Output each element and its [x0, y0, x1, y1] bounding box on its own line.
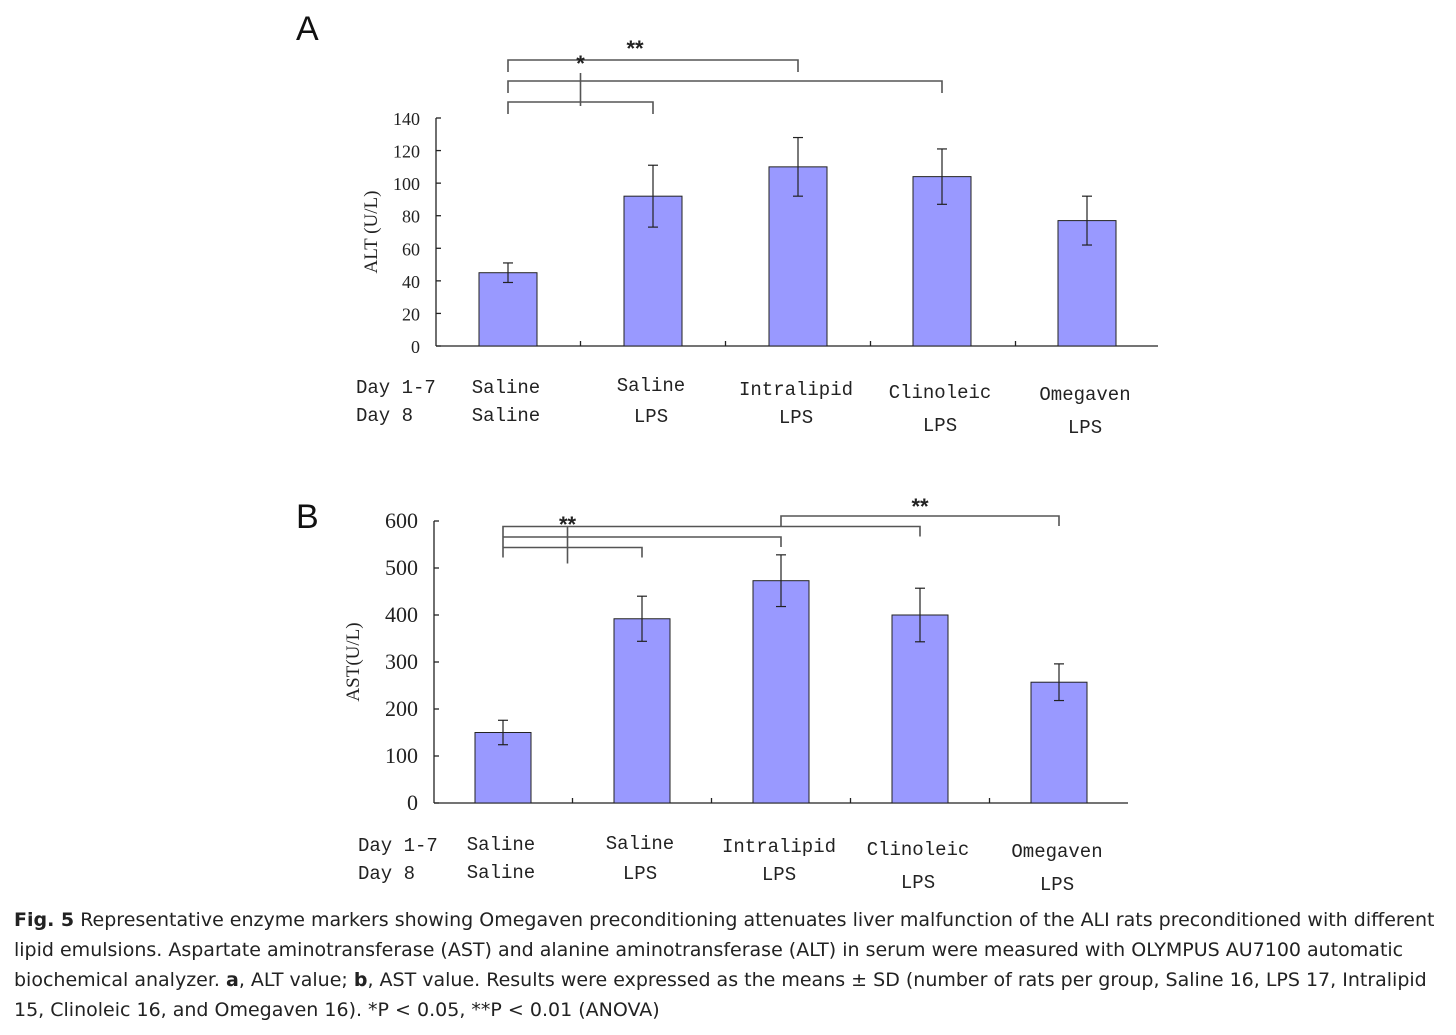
ast-category-label-day8: LPS [623, 863, 657, 885]
ast-bracket-line [502, 546, 643, 558]
ast-significance-bracket [502, 546, 643, 558]
alt-row-label-day8: Day 8 [356, 405, 413, 427]
figure: A B 0 20 40 60 80 100 120 140 ALT (U/L) Day 1-7 Da… [296, 10, 1158, 896]
ast-category-label-day1-7: Omegaven [1011, 841, 1102, 863]
ast-group-star: ** [559, 512, 577, 537]
ast-bar [1030, 681, 1088, 804]
ast-category-label-day1-7: Intralipid [722, 836, 836, 858]
alt-category-label-day8: LPS [779, 407, 813, 429]
caption-b: b [353, 969, 368, 991]
alt-y-tick-label: 60 [402, 239, 420, 259]
ast-bar [891, 614, 949, 804]
alt-error-bar [648, 164, 658, 228]
ast-error-bar [776, 554, 786, 608]
ast-bracket-line [502, 525, 921, 537]
alt-y-tick-label: 120 [393, 142, 420, 162]
ast-category-label-day1-7: Saline [467, 834, 535, 856]
ast-y-axis-label: AST(U/L) [343, 622, 364, 701]
ast-bar [613, 618, 671, 804]
alt-error-bar [503, 262, 513, 284]
alt-category-label-day8: Saline [472, 405, 540, 427]
ast-error-bar [637, 595, 647, 642]
ast-y-tick-label: 300 [385, 649, 418, 674]
alt-significance-bracket: ** [507, 36, 799, 72]
ast-category-label-day8: LPS [901, 872, 935, 894]
alt-y-tick-label: 20 [402, 304, 420, 324]
alt-bracket-star: * [576, 51, 585, 76]
alt-category-label-day8: LPS [634, 406, 668, 428]
panel-a-letter: A [296, 10, 319, 48]
ast-bar-chart: 0 100 200 300 400 500 600 AST(U/L) Day 1-7 Day 8 S… [343, 494, 1128, 896]
ast-error-bar [915, 587, 925, 643]
alt-bracket-line [507, 80, 943, 93]
ast-category-label-day8: LPS [1040, 874, 1074, 896]
alt-bracket-line [507, 59, 799, 72]
alt-category-label-day1-7: Omegaven [1039, 384, 1130, 406]
caption-label: Fig. 5 [14, 909, 75, 931]
alt-y-tick-label: 80 [402, 207, 420, 227]
alt-error-bar [1082, 195, 1092, 246]
caption-a: a [226, 969, 239, 991]
ast-y-tick-label: 600 [385, 508, 418, 533]
ast-bar [752, 580, 810, 804]
alt-category-label-day8: LPS [1068, 417, 1102, 439]
ast-category-label-day8: Saline [467, 862, 535, 884]
alt-y-axis-label: ALT (U/L) [361, 191, 382, 274]
alt-bar [478, 272, 538, 347]
ast-error-bar [498, 719, 508, 746]
ast-bracket-line [502, 536, 782, 547]
ast-y-tick-label: 0 [407, 790, 418, 815]
ast-y-tick-label: 400 [385, 602, 418, 627]
ast-category-label-day8: LPS [762, 864, 796, 886]
ast-bracket-star: ** [911, 494, 929, 519]
alt-y-tick-label: 40 [402, 272, 420, 292]
ast-category-label-day1-7: Clinoleic [867, 839, 970, 861]
alt-category-label-day8: LPS [923, 415, 957, 437]
alt-y-tick-label: 140 [393, 109, 420, 129]
alt-y-tick-label: 100 [393, 174, 420, 194]
alt-category-label-day1-7: Clinoleic [889, 382, 992, 404]
ast-y-tick-label: 200 [385, 696, 418, 721]
alt-category-label-day1-7: Intralipid [739, 379, 853, 401]
ast-bracket-line [780, 515, 1060, 526]
alt-y-tick-label: 0 [411, 337, 420, 357]
alt-error-bar [937, 148, 947, 205]
caption-text-1: Representative enzyme markers showing Om… [14, 909, 1435, 991]
alt-error-bar [793, 136, 803, 197]
alt-significance-bracket [507, 80, 943, 93]
alt-bar-chart: 0 20 40 60 80 100 120 140 ALT (U/L) Day 1-7 Day 8 S… [356, 36, 1158, 439]
ast-significance-bracket [502, 536, 782, 547]
alt-category-label-day1-7: Saline [472, 377, 540, 399]
alt-category-label-day1-7: Saline [617, 375, 685, 397]
ast-error-bar [1054, 663, 1064, 702]
figure-caption: Fig. 5 Representative enzyme markers sho… [14, 905, 1439, 1025]
caption-text-3: , AST value. Results were expressed as t… [14, 969, 1427, 1021]
ast-y-tick-label: 500 [385, 555, 418, 580]
ast-row-label-day1-7: Day 1-7 [358, 835, 438, 857]
panel-b-letter: B [296, 498, 319, 536]
ast-row-label-day8: Day 8 [358, 863, 415, 885]
alt-bracket-star: ** [626, 36, 644, 61]
caption-text-2: , ALT value; [238, 969, 354, 991]
ast-significance-bracket: ** [780, 494, 1060, 526]
ast-significance-bracket [502, 525, 921, 537]
ast-y-tick-label: 100 [385, 743, 418, 768]
ast-category-label-day1-7: Saline [606, 833, 674, 855]
alt-row-label-day1-7: Day 1-7 [356, 377, 436, 399]
